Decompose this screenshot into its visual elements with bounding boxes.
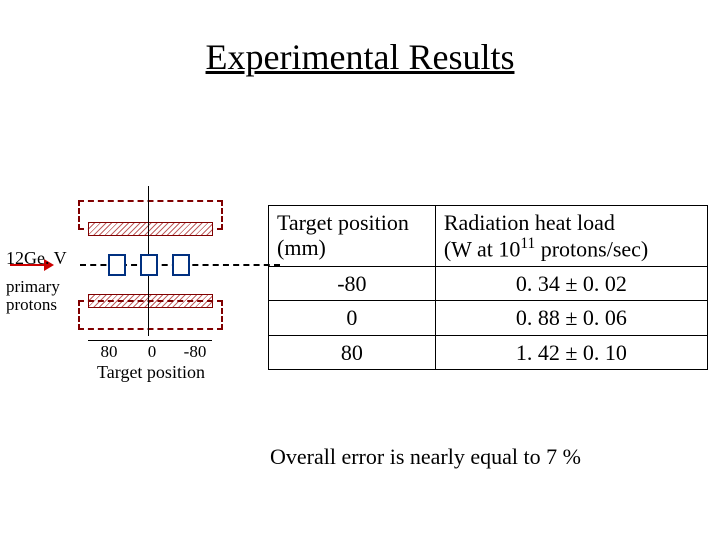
cell-val-2: 1. 42 ± 0. 10 — [435, 335, 707, 369]
position-axis-ticks: 80 0 -80 — [94, 342, 210, 362]
header-col1-l2: (mm) — [277, 235, 326, 260]
energy-label: 12Ge. V — [6, 248, 67, 269]
tick-0: 0 — [137, 342, 167, 362]
tick-80: 80 — [94, 342, 124, 362]
target-block-80 — [108, 254, 126, 276]
table-row: -80 0. 34 ± 0. 02 — [269, 266, 708, 300]
header-col2-l2-sup: 11 — [520, 235, 535, 252]
particles-label-line1: primary — [6, 277, 60, 296]
position-axis — [88, 340, 212, 341]
table-row: 80 1. 42 ± 0. 10 — [269, 335, 708, 369]
page-title: Experimental Results — [0, 36, 720, 78]
footer-note: Overall error is nearly equal to 7 % — [270, 444, 581, 470]
header-col1-l1: Target position — [277, 210, 409, 235]
header-col-position: Target position (mm) — [269, 206, 436, 267]
cell-pos-2: 80 — [269, 335, 436, 369]
particles-label-line2: protons — [6, 295, 57, 314]
results-table: Target position (mm) Radiation heat load… — [268, 205, 708, 370]
particles-label: primary protons — [6, 278, 60, 314]
table-header-row: Target position (mm) Radiation heat load… — [269, 206, 708, 267]
target-diagram: 80 0 -80 Target position — [58, 200, 238, 370]
results-table-grid: Target position (mm) Radiation heat load… — [268, 205, 708, 370]
header-col2-l2-post: protons/sec) — [535, 237, 648, 262]
tick-m80: -80 — [180, 342, 210, 362]
position-axis-caption: Target position — [86, 362, 216, 383]
target-block-0 — [140, 254, 158, 276]
cell-pos-1: 0 — [269, 301, 436, 335]
cell-pos-0: -80 — [269, 266, 436, 300]
target-block-minus80 — [172, 254, 190, 276]
cell-val-0: 0. 34 ± 0. 02 — [435, 266, 707, 300]
header-col2-l1: Radiation heat load — [444, 210, 615, 235]
header-col-heatload: Radiation heat load (W at 1011 protons/s… — [435, 206, 707, 267]
header-col2-l2-pre: (W at 10 — [444, 237, 521, 262]
cell-val-1: 0. 88 ± 0. 06 — [435, 301, 707, 335]
table-row: 0 0. 88 ± 0. 06 — [269, 301, 708, 335]
upper-inner-shell — [88, 222, 213, 236]
lower-outer-shell — [78, 300, 223, 330]
